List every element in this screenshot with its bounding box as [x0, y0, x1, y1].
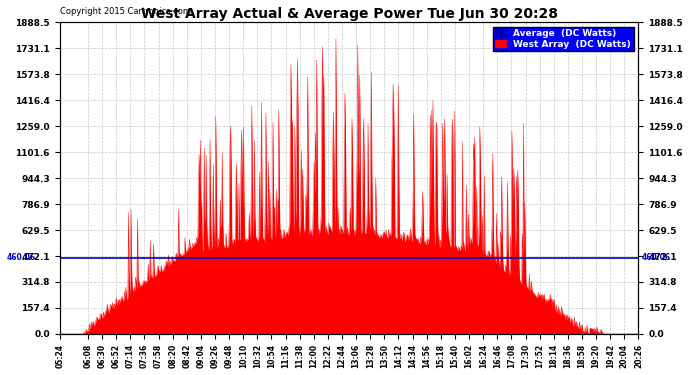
- Title: West Array Actual & Average Power Tue Jun 30 20:28: West Array Actual & Average Power Tue Ju…: [141, 7, 558, 21]
- Text: 460.06: 460.06: [641, 254, 671, 262]
- Legend: Average  (DC Watts), West Array  (DC Watts): Average (DC Watts), West Array (DC Watts…: [493, 27, 634, 51]
- Text: Copyright 2015 Cartronics.com: Copyright 2015 Cartronics.com: [60, 7, 190, 16]
- Text: 460.06: 460.06: [7, 254, 36, 262]
